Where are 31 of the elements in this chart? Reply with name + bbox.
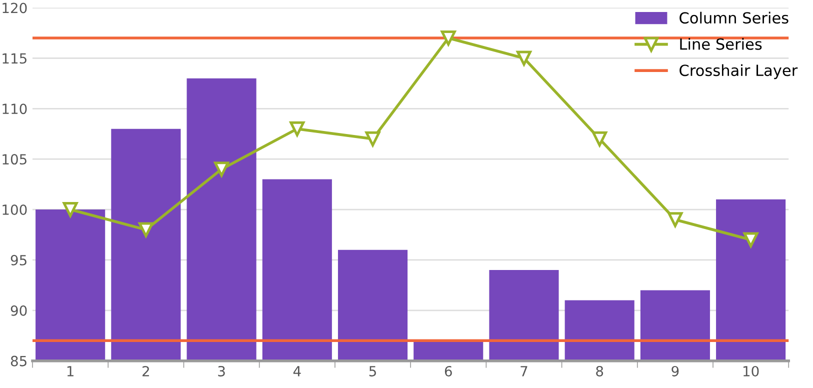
y-tick-label: 100 bbox=[2, 204, 27, 215]
x-tick-label: 1 bbox=[67, 366, 74, 376]
point bbox=[214, 162, 230, 177]
x-tick-label: 6 bbox=[444, 366, 452, 376]
x-tick-label: 5 bbox=[369, 366, 376, 376]
point bbox=[516, 50, 532, 66]
point bbox=[138, 222, 154, 238]
y-tick-label: 95 bbox=[10, 254, 26, 266]
point bbox=[592, 131, 608, 146]
point bbox=[365, 131, 380, 146]
legend-label: Column Series bbox=[680, 12, 788, 24]
y-tick-label: 85 bbox=[10, 356, 26, 366]
x-tick-label: 10 bbox=[743, 366, 759, 376]
y-tick-label: 120 bbox=[2, 2, 27, 14]
point bbox=[290, 121, 305, 136]
point bbox=[62, 202, 78, 218]
y-tick-label: 105 bbox=[2, 154, 26, 165]
x-tick-label: 8 bbox=[596, 366, 604, 376]
x-tick-label: 2 bbox=[142, 366, 149, 376]
point bbox=[743, 232, 758, 248]
point bbox=[440, 30, 456, 46]
y-tick-label: 90 bbox=[10, 305, 27, 316]
y-tick-label: 115 bbox=[2, 53, 26, 64]
x-tick-label: 3 bbox=[218, 366, 225, 376]
x-tick-label: 9 bbox=[672, 366, 679, 376]
point bbox=[668, 212, 683, 228]
x-tick-label: 4 bbox=[293, 366, 301, 376]
y-tick-label: 110 bbox=[2, 104, 27, 114]
legend-label: Line Series bbox=[680, 38, 762, 50]
x-tick-label: 7 bbox=[520, 366, 528, 376]
legend-label: Crosshair Layer bbox=[680, 64, 798, 80]
